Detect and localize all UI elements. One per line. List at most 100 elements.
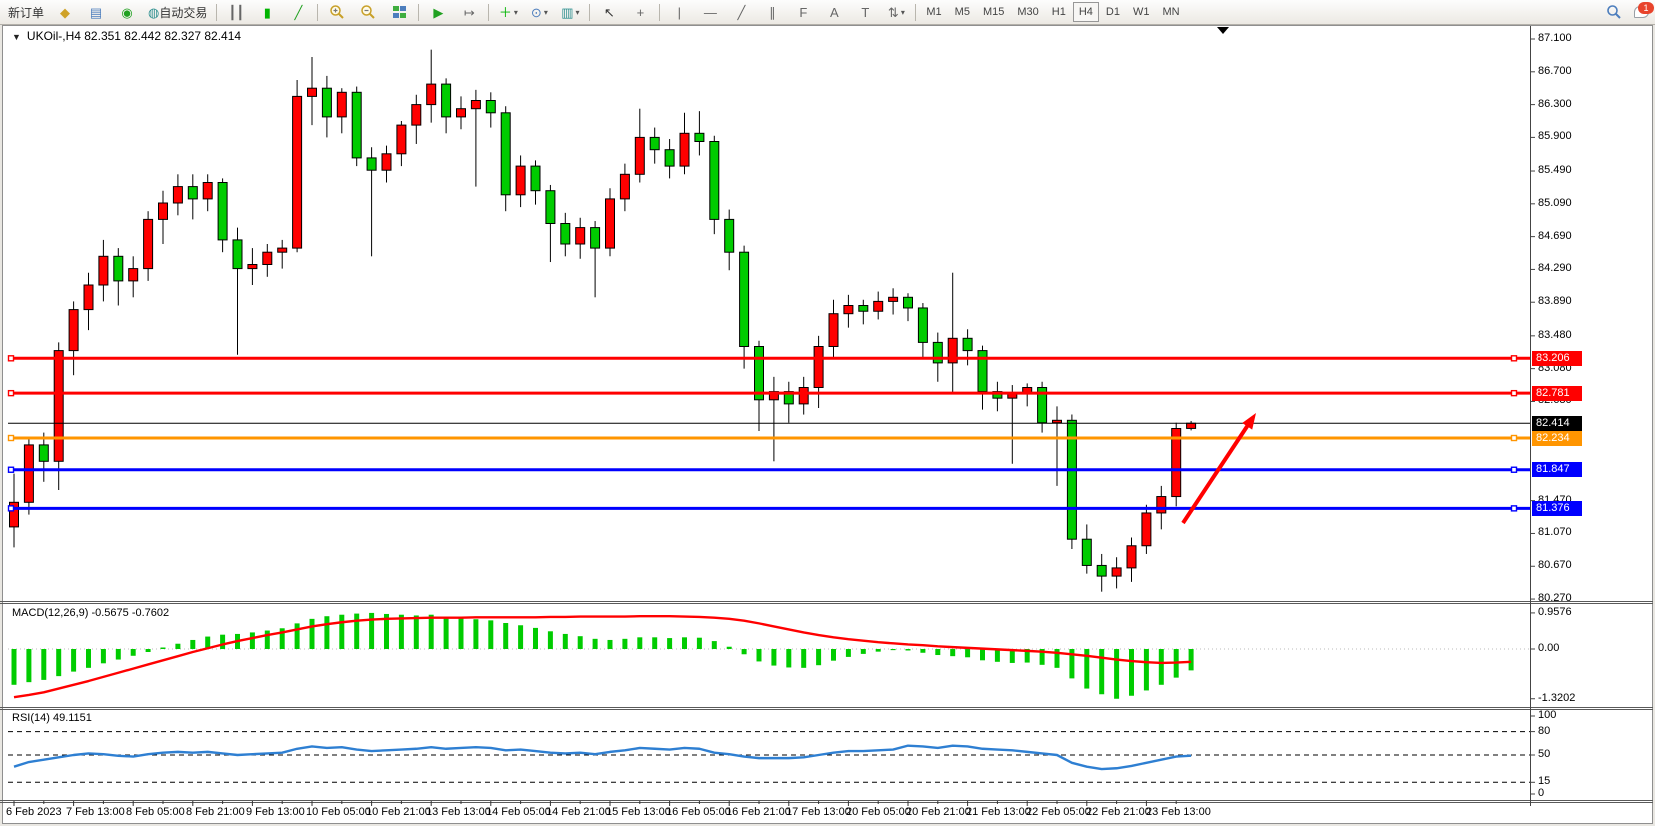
zoom-out-button[interactable] — [353, 1, 383, 23]
tile-windows-button[interactable] — [384, 1, 414, 23]
search-button[interactable] — [1599, 1, 1629, 23]
indicators-button[interactable]: ＋ ▾ — [493, 1, 523, 23]
text-button[interactable]: A — [819, 1, 849, 23]
time-axis-label: 17 Feb 13:00 — [786, 806, 851, 818]
timeframe-button-D1[interactable]: D1 — [1105, 6, 1120, 18]
vertical-line-button[interactable]: | — [664, 1, 694, 23]
chart-title: ▼ UKOil-,H4 82.351 82.442 82.327 82.414 — [12, 29, 241, 43]
terminal-icon: ▤ — [89, 4, 103, 20]
horizontal-line-83.206[interactable] — [7, 355, 1530, 362]
line-handle[interactable] — [7, 389, 15, 397]
price-level-badge: 83.206 — [1532, 350, 1582, 366]
timeframe-button-W1[interactable]: W1 — [1132, 6, 1150, 18]
auto-scroll-icon: ▶ — [433, 4, 444, 20]
chevron-down-icon: ▾ — [513, 7, 518, 17]
zoom-in-button[interactable] — [322, 1, 352, 23]
line-handle[interactable] — [1510, 389, 1518, 397]
periods-button[interactable]: ⊙ ▾ — [524, 1, 554, 23]
new-order-button[interactable]: 新订单 — [8, 5, 45, 20]
timeframe-button-MN[interactable]: MN — [1162, 6, 1180, 18]
trendline-icon: ╱ — [737, 4, 746, 20]
candle-up — [1141, 512, 1152, 547]
trendline-button[interactable]: ╱ — [726, 1, 756, 23]
vertical-line-icon: | — [677, 4, 682, 20]
chart-window[interactable] — [2, 25, 1653, 824]
chart-shift-button[interactable]: ↦ — [454, 1, 484, 23]
timeframe-button-M5[interactable]: M5 — [954, 6, 970, 18]
timeframe-button-M1[interactable]: M1 — [926, 6, 942, 18]
candle-down — [485, 100, 496, 114]
strategy-tester-icon: ◉ — [121, 4, 133, 20]
timeframe-button-H1[interactable]: H1 — [1051, 6, 1066, 18]
chart-candles-button[interactable]: ▮ — [252, 1, 282, 23]
bar-chart-icon: ┃┃ — [228, 4, 245, 20]
horizontal-line-button[interactable]: — — [695, 1, 725, 23]
price-axis-tick: 84.290 — [1538, 262, 1572, 275]
candle-down — [1066, 419, 1077, 540]
candle-up — [262, 251, 273, 265]
chart-bars-button[interactable]: ┃┃ — [221, 1, 251, 23]
templates-button[interactable]: ▥ ▾ — [555, 1, 585, 23]
candle-up — [1126, 545, 1137, 569]
clock-icon: ⊙ — [530, 4, 542, 20]
line-handle[interactable] — [1510, 505, 1518, 512]
price-axis-tick: 80.670 — [1538, 559, 1572, 572]
candle-up — [53, 350, 64, 462]
line-handle[interactable] — [1510, 466, 1518, 473]
candle-down — [694, 132, 705, 143]
rsi-axis-tick: 0 — [1538, 787, 1545, 799]
toolbar-separator — [589, 3, 591, 21]
timeframe-button-M30[interactable]: M30 — [1017, 6, 1039, 18]
cursor-button[interactable]: ↖ — [594, 1, 624, 23]
auto-scroll-button[interactable]: ▶ — [423, 1, 453, 23]
time-axis-label: 16 Feb 21:00 — [726, 806, 791, 818]
metaeditor-icon: ◆ — [60, 4, 71, 20]
timeframe-button-M15[interactable]: M15 — [982, 6, 1005, 18]
candle-up — [679, 132, 690, 167]
add-indicator-icon: ＋ — [498, 4, 512, 20]
candle-down — [545, 190, 556, 224]
horizontal-line-82.781[interactable] — [7, 389, 1530, 397]
time-axis-label: 22 Feb 21:00 — [1086, 806, 1151, 818]
fibonacci-button[interactable]: F — [788, 1, 818, 23]
trend-arrow-annotation[interactable] — [1181, 413, 1256, 525]
price-axis-tick: 83.890 — [1538, 295, 1572, 308]
price-level-badge: 82.234 — [1532, 430, 1582, 446]
zoom-in-icon — [330, 5, 345, 19]
line-handle[interactable] — [7, 355, 15, 362]
line-handle[interactable] — [1510, 434, 1518, 442]
chart-line-button[interactable]: ╱ — [283, 1, 313, 23]
horizontal-line-81.847[interactable] — [7, 466, 1530, 473]
candle-up — [947, 337, 958, 364]
channel-button[interactable]: ∥ — [757, 1, 787, 23]
line-handle[interactable] — [7, 505, 15, 512]
arrows-button[interactable]: ⇅ ▾ — [881, 1, 911, 23]
candle-up — [381, 153, 392, 171]
text-label-button[interactable]: T — [850, 1, 880, 23]
candle-up — [873, 300, 884, 312]
chart-shift-marker[interactable] — [1217, 27, 1229, 34]
symbol-dropdown-icon[interactable]: ▼ — [12, 32, 21, 42]
candle-down — [962, 337, 973, 352]
terminal-button[interactable]: ▤ — [81, 1, 111, 23]
line-handle[interactable] — [1510, 355, 1518, 362]
metaeditor-button[interactable]: ◆ — [50, 1, 80, 23]
price-level-badge: 82.781 — [1532, 385, 1582, 401]
candle-up — [798, 387, 809, 405]
horizontal-line-81.376[interactable] — [7, 505, 1530, 512]
line-handle[interactable] — [7, 434, 15, 442]
strategy-tester-button[interactable]: ◉ — [112, 1, 142, 23]
timeframe-button-H4[interactable]: H4 — [1072, 2, 1099, 22]
price-axis-tick: 85.090 — [1538, 196, 1572, 209]
toolbar-separator — [418, 3, 420, 21]
equidistant-channel-icon: ∥ — [769, 4, 776, 20]
crosshair-button[interactable]: + — [625, 1, 655, 23]
line-handle[interactable] — [7, 466, 15, 473]
autotrading-button[interactable]: ◍ 自动交易 — [143, 1, 212, 23]
price-axis-tick: 83.480 — [1538, 328, 1572, 341]
horizontal-line-82.234[interactable] — [7, 434, 1530, 442]
time-axis-label: 20 Feb 21:00 — [906, 806, 971, 818]
notifications-button[interactable]: 1 — [1630, 2, 1654, 22]
macd-axis-tick: -1.3202 — [1538, 691, 1576, 704]
